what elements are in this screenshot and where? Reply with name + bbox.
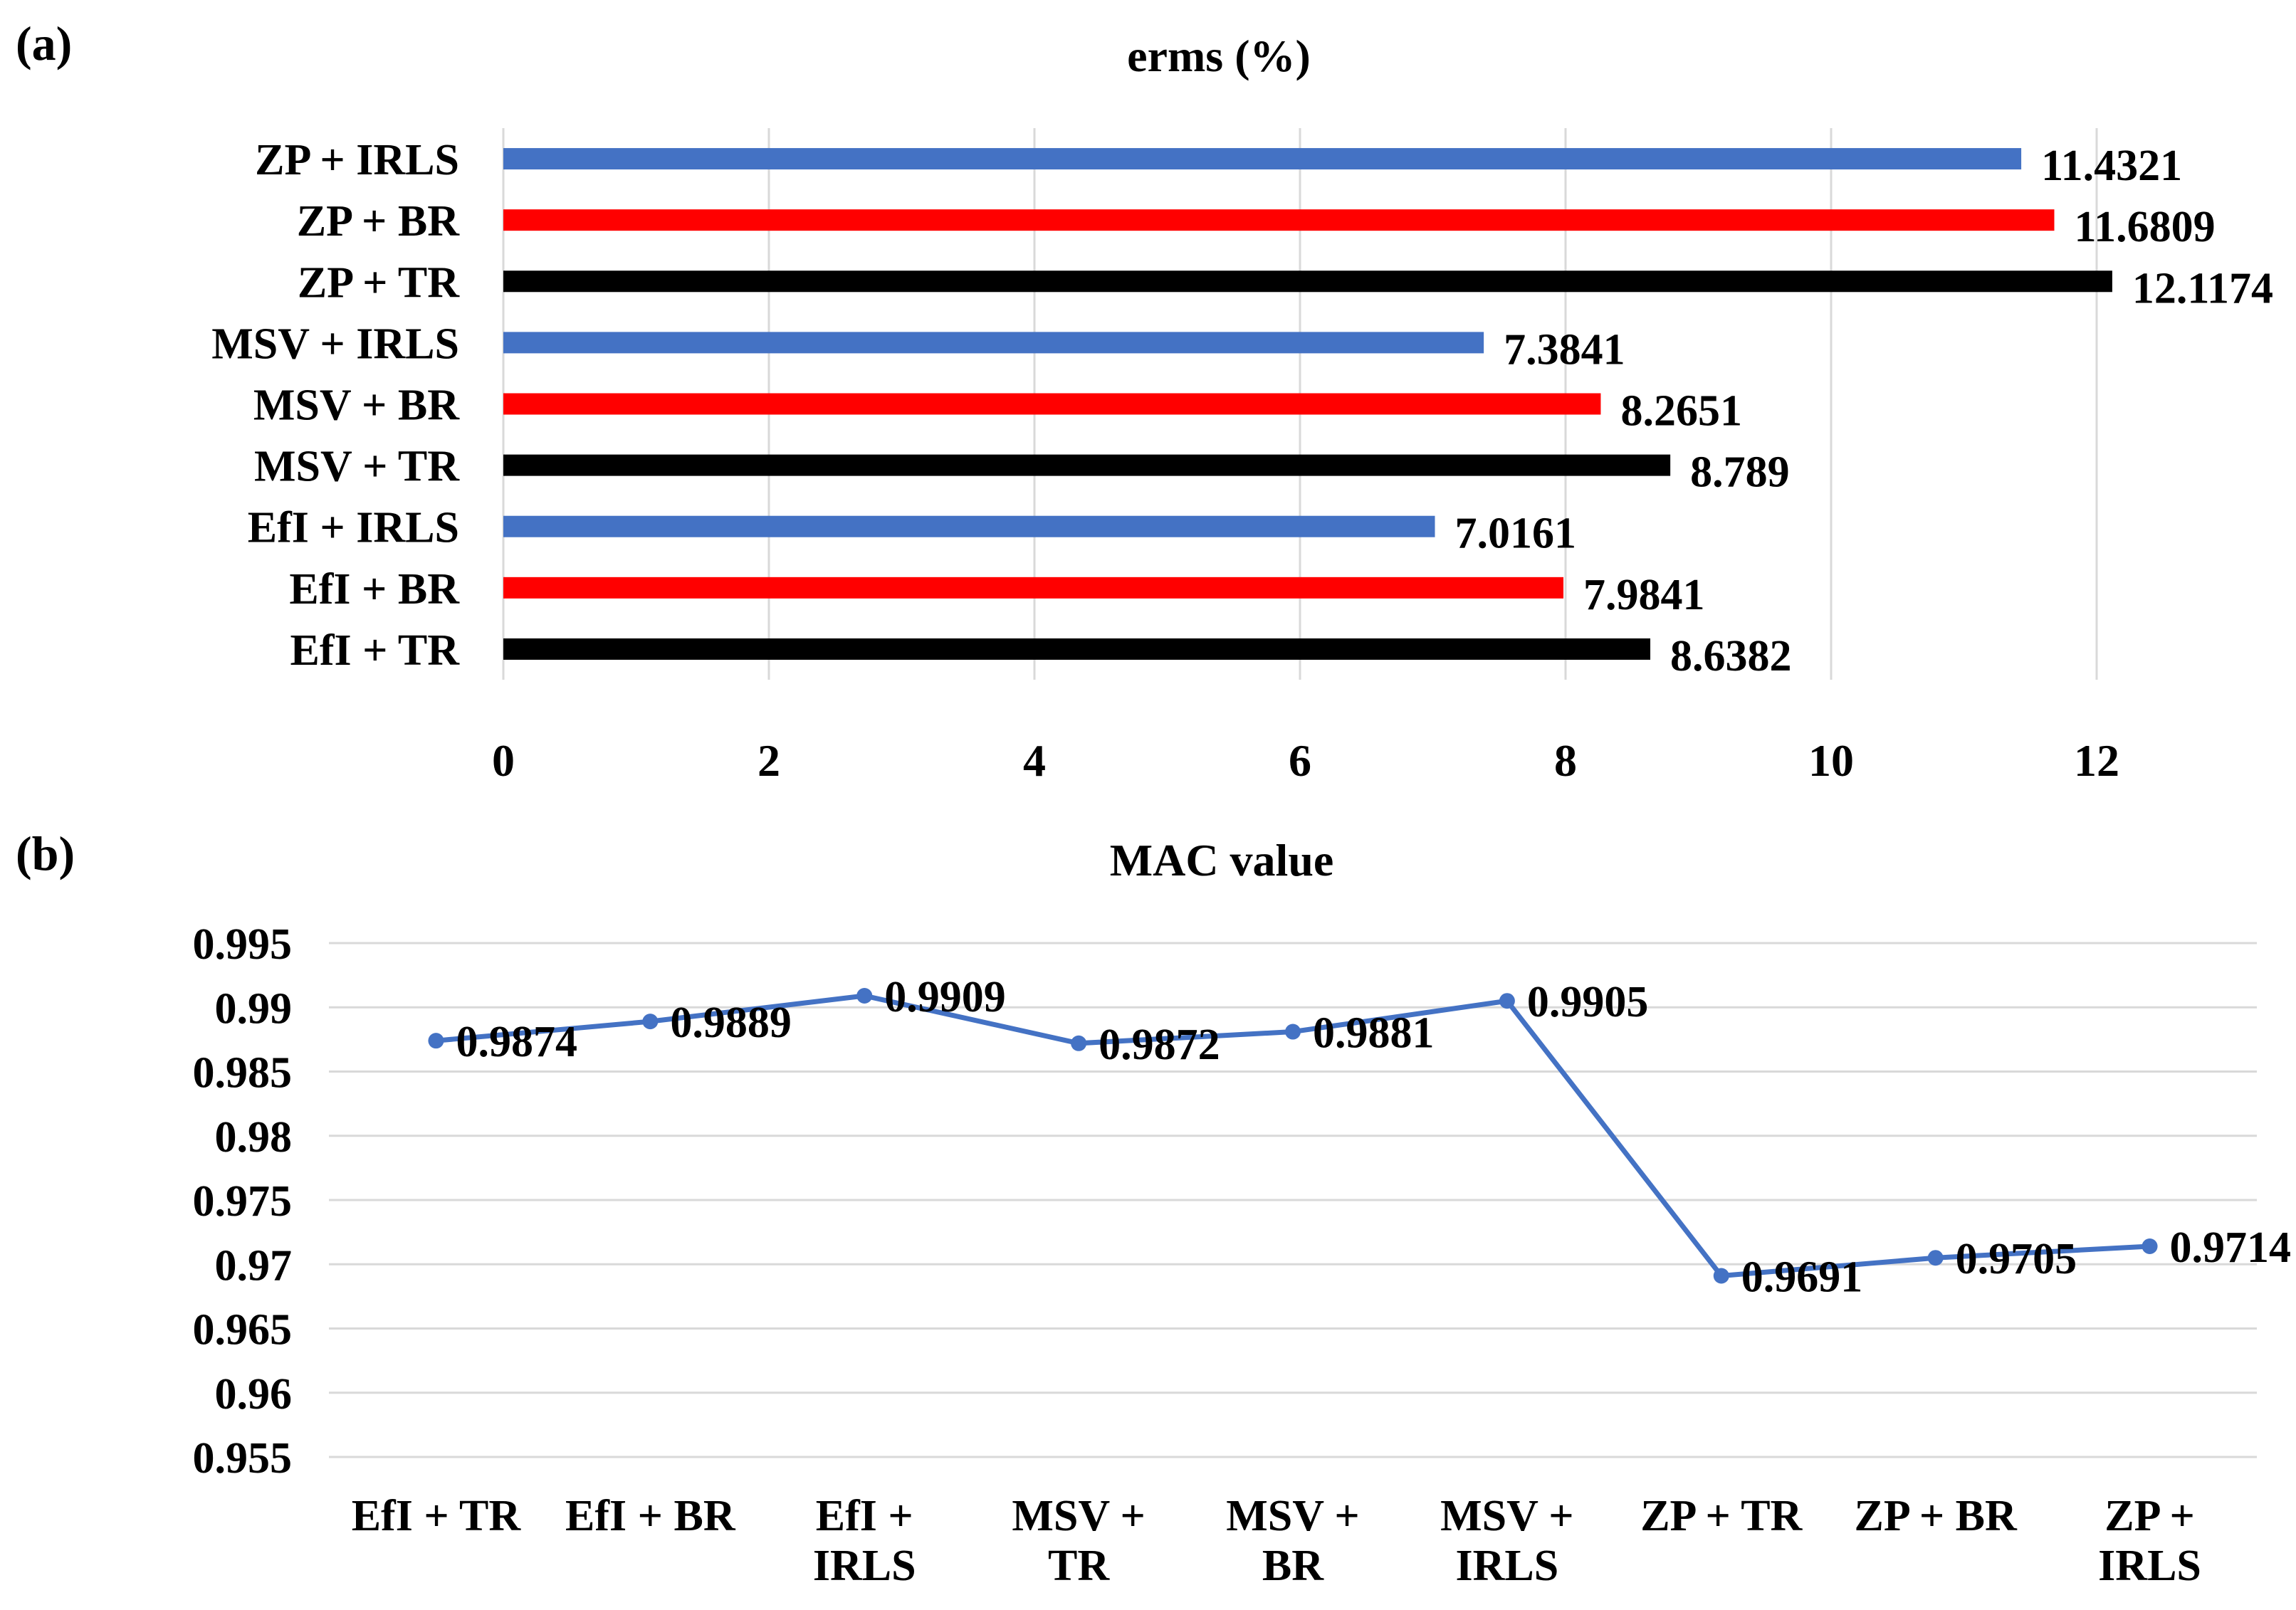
data-label: 8.789 bbox=[1690, 448, 1790, 497]
y-tick-label: 0.965 bbox=[193, 1306, 293, 1354]
y-tick-label: 0.99 bbox=[215, 984, 293, 1033]
x-tick-label: MSV + bbox=[1226, 1492, 1359, 1540]
x-tick-label: MSV + bbox=[1440, 1492, 1573, 1540]
data-point bbox=[856, 988, 873, 1004]
data-label: 11.6809 bbox=[2074, 203, 2215, 251]
bar bbox=[503, 393, 1601, 415]
x-tick-label: 4 bbox=[1023, 735, 1046, 786]
category-label: MSV + IRLS bbox=[211, 320, 459, 368]
bar bbox=[503, 332, 1484, 354]
x-tick-label: 10 bbox=[1808, 735, 1854, 786]
x-tick-label: BR bbox=[1262, 1542, 1324, 1590]
data-point bbox=[428, 1033, 444, 1049]
data-point bbox=[1071, 1035, 1087, 1051]
y-tick-label: 0.96 bbox=[215, 1370, 293, 1419]
data-label: 7.9841 bbox=[1583, 571, 1705, 619]
data-label: 12.1174 bbox=[2132, 264, 2273, 312]
x-tick-label: IRLS bbox=[813, 1542, 916, 1590]
panel-b-label: (b) bbox=[16, 826, 75, 880]
x-tick-label: EfI + bbox=[816, 1492, 913, 1540]
chart-title: erms (%) bbox=[1127, 31, 1311, 81]
x-tick-label: 0 bbox=[492, 735, 515, 786]
y-tick-label: 0.985 bbox=[193, 1049, 293, 1098]
data-point bbox=[1927, 1250, 1944, 1266]
bar bbox=[503, 148, 2022, 170]
data-label: 8.6382 bbox=[1670, 632, 1792, 680]
data-label: 0.9705 bbox=[1956, 1235, 2077, 1283]
category-label: EfI + IRLS bbox=[248, 504, 459, 552]
x-tick-label: 8 bbox=[1554, 735, 1577, 786]
x-tick-label: EfI + TR bbox=[352, 1492, 522, 1540]
bar-chart-erms: erms (%) 0 2 4 6 8 10 12 ZP + IRLS 11.4321 ZP + BR… bbox=[211, 31, 2273, 786]
x-tick-label: 2 bbox=[758, 735, 780, 786]
bar bbox=[503, 638, 1651, 660]
data-label: 0.9872 bbox=[1099, 1021, 1220, 1069]
x-tick-label: 6 bbox=[1289, 735, 1311, 786]
data-label: 0.9691 bbox=[1741, 1253, 1863, 1301]
data-point bbox=[1285, 1024, 1301, 1040]
data-point bbox=[2142, 1238, 2158, 1254]
x-tick-label: ZP + TR bbox=[1640, 1492, 1803, 1540]
x-tick-label: ZP + BR bbox=[1855, 1492, 2018, 1540]
y-tick-label: 0.995 bbox=[193, 920, 293, 969]
x-tick-label: ZP + bbox=[2104, 1492, 2195, 1540]
x-tick-label: EfI + BR bbox=[565, 1492, 736, 1540]
data-point bbox=[1713, 1268, 1729, 1284]
x-tick-label: IRLS bbox=[1456, 1542, 1559, 1590]
bar bbox=[503, 454, 1671, 476]
data-label: 7.3841 bbox=[1504, 325, 1625, 374]
data-label: 0.9874 bbox=[456, 1018, 577, 1066]
y-tick-label: 0.975 bbox=[193, 1177, 293, 1226]
bar bbox=[503, 270, 2112, 293]
x-tick-label: 12 bbox=[2074, 735, 2119, 786]
bar bbox=[503, 577, 1564, 599]
x-tick-label: TR bbox=[1048, 1542, 1110, 1590]
category-label: EfI + BR bbox=[289, 565, 460, 614]
category-label: ZP + IRLS bbox=[255, 136, 459, 184]
bar bbox=[503, 209, 2055, 231]
data-label: 8.2651 bbox=[1620, 387, 1742, 436]
category-label: ZP + TR bbox=[298, 258, 460, 307]
y-tick-label: 0.955 bbox=[193, 1434, 293, 1483]
data-point bbox=[642, 1014, 659, 1030]
data-label: 11.4321 bbox=[2041, 142, 2182, 190]
data-point bbox=[1499, 993, 1515, 1009]
bar bbox=[503, 515, 1435, 537]
category-label: EfI + TR bbox=[290, 626, 461, 675]
x-tick-label: MSV + bbox=[1012, 1492, 1145, 1540]
chart-title: MAC value bbox=[1110, 835, 1334, 885]
category-label: ZP + BR bbox=[297, 197, 460, 246]
data-label: 0.9881 bbox=[1313, 1009, 1435, 1058]
data-label: 0.9714 bbox=[2170, 1224, 2292, 1272]
data-label: 0.9909 bbox=[884, 973, 1006, 1021]
category-label: MSV + BR bbox=[253, 382, 460, 430]
x-tick-label: IRLS bbox=[2098, 1542, 2201, 1590]
data-label: 7.0161 bbox=[1455, 510, 1577, 558]
panel-a-label: (a) bbox=[16, 16, 73, 70]
data-label: 0.9889 bbox=[670, 999, 791, 1047]
y-tick-label: 0.98 bbox=[215, 1113, 293, 1162]
category-label: MSV + TR bbox=[254, 443, 460, 491]
y-tick-label: 0.97 bbox=[215, 1241, 293, 1290]
data-label: 0.9905 bbox=[1527, 978, 1649, 1026]
